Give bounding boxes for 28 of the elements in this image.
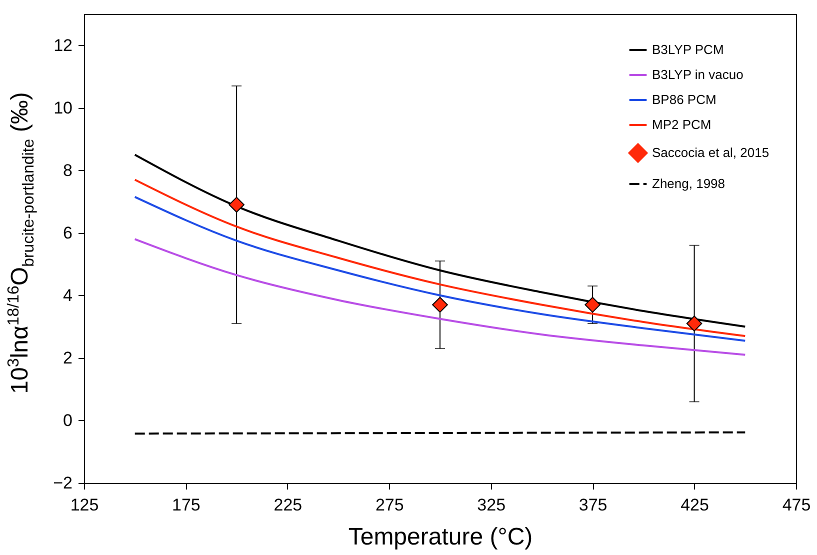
x-tick-label: 375 <box>578 496 608 514</box>
legend-label: B3LYP in vacuo <box>652 67 744 82</box>
x-tick-label: 425 <box>680 496 709 514</box>
y-tick-label: 8 <box>63 160 72 180</box>
y-tick-label: −2 <box>53 474 72 492</box>
x-tick-label: 325 <box>477 496 506 514</box>
x-axis-title: Temperature (°C) <box>348 524 533 550</box>
y-tick-label: 10 <box>54 98 72 118</box>
x-tick-label: 225 <box>274 496 302 514</box>
y-tick-label: 4 <box>63 286 72 305</box>
point <box>432 296 448 313</box>
point <box>686 316 702 332</box>
y-tick-label: 2 <box>63 348 72 368</box>
point <box>584 296 600 313</box>
line-series <box>134 238 746 356</box>
x-tick-label: 275 <box>375 496 404 514</box>
x-tick-label: 175 <box>172 496 200 514</box>
x-tick-label: 475 <box>782 496 811 514</box>
y-tick-label: 0 <box>63 410 72 430</box>
y-tick-label: 12 <box>54 36 72 55</box>
legend-label: B3LYP PCM <box>652 42 724 57</box>
legend-label: BP86 PCM <box>652 92 716 107</box>
x-tick-label: 125 <box>70 496 99 514</box>
y-tick-label: 6 <box>63 223 72 242</box>
legend-label: MP2 PCM <box>652 117 712 132</box>
legend-label: Saccocia et al, 2015 <box>652 145 770 160</box>
legend-label: Zheng, 1998 <box>652 176 726 191</box>
point <box>228 196 244 213</box>
